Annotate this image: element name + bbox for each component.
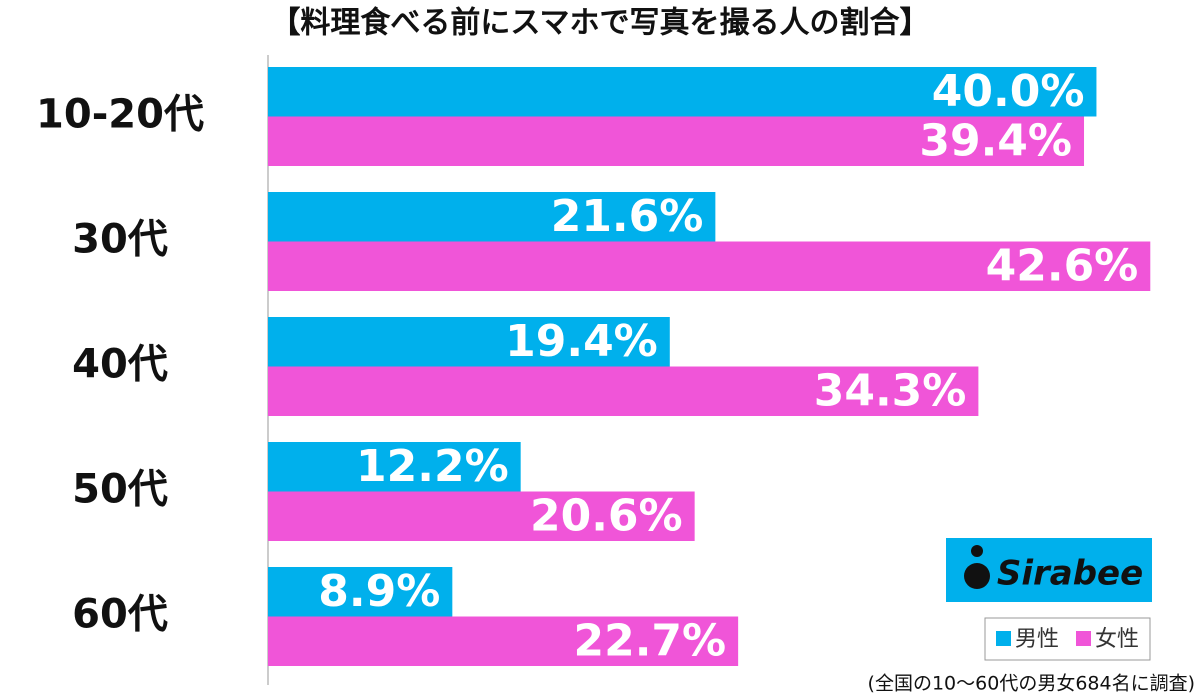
y-tick-label: 10-20代 xyxy=(36,92,204,138)
legend-swatch xyxy=(1076,631,1091,646)
y-tick-label: 60代 xyxy=(72,592,168,638)
chart-title: 【料理食べる前にスマホで写真を撮る人の割合】 xyxy=(270,6,929,41)
legend-label: 男性 xyxy=(1015,627,1059,652)
bar xyxy=(268,116,1085,166)
bar xyxy=(268,317,670,367)
value-label: 19.4% xyxy=(505,316,658,367)
y-tick-label: 40代 xyxy=(72,342,168,388)
y-tick-label: 50代 xyxy=(72,467,168,513)
value-label: 21.6% xyxy=(551,191,704,242)
value-label: 22.7% xyxy=(573,615,726,666)
bar xyxy=(268,192,716,242)
y-tick-label: 30代 xyxy=(72,217,168,263)
logo-icon xyxy=(971,545,983,557)
value-label: 34.3% xyxy=(814,365,967,416)
bar xyxy=(268,442,521,492)
legend-label: 女性 xyxy=(1095,627,1139,652)
legend-box xyxy=(984,617,1151,661)
value-label: 20.6% xyxy=(530,490,683,541)
value-label: 42.6% xyxy=(986,240,1139,291)
bar xyxy=(268,567,453,617)
value-label: 12.2% xyxy=(356,441,509,492)
bar xyxy=(268,616,739,666)
logo-text: Sirabee xyxy=(997,554,1143,594)
value-label: 39.4% xyxy=(919,115,1072,166)
footnote: (全国の10〜60代の男女684名に調査) xyxy=(868,673,1195,695)
value-label: 8.9% xyxy=(318,566,440,617)
bar xyxy=(268,241,1151,291)
bar xyxy=(268,67,1097,117)
bar xyxy=(268,366,979,416)
legend-swatch xyxy=(996,631,1011,646)
value-label: 40.0% xyxy=(932,66,1085,117)
bar xyxy=(268,491,695,541)
logo-icon xyxy=(964,563,990,589)
